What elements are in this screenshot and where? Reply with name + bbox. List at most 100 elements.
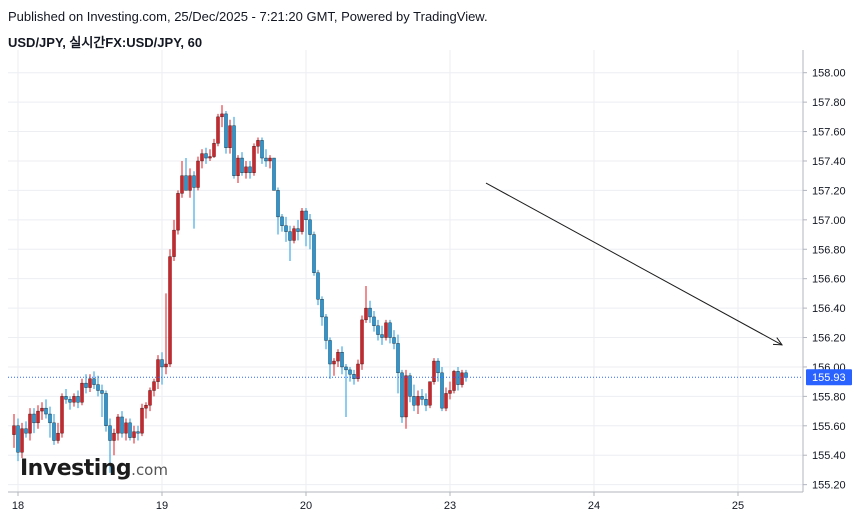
candle-body (160, 359, 164, 368)
candle-body (288, 231, 292, 241)
investing-logo: Investing.com (20, 456, 168, 481)
candle-body (208, 156, 212, 159)
candle-body (28, 413, 32, 434)
candle-body (416, 396, 420, 406)
candle (20, 422, 24, 459)
published-caption: Published on Investing.com, 25/Dec/2025 … (8, 9, 488, 24)
candle-body (144, 405, 148, 409)
candle (312, 231, 316, 276)
candle (364, 286, 368, 323)
candle (80, 378, 84, 406)
candle (108, 418, 112, 473)
y-tick-label: 156.20 (812, 333, 846, 345)
candle-body (440, 372, 444, 409)
candle (248, 160, 252, 179)
candle-body (316, 272, 320, 300)
candle (96, 375, 100, 397)
candle-body (24, 428, 28, 434)
candle (192, 171, 196, 229)
candle-body (240, 157, 244, 173)
candle-body (44, 407, 48, 415)
candle-body (264, 157, 268, 162)
candle-body (244, 166, 248, 173)
candle (144, 402, 148, 419)
candle (444, 387, 448, 412)
candle-body (348, 369, 352, 375)
candle-body (156, 359, 160, 382)
candle-body (364, 307, 368, 321)
candle-body (216, 116, 220, 144)
candle-body (372, 316, 376, 326)
candle (120, 411, 124, 438)
x-tick-label: 19 (156, 500, 168, 512)
candle (400, 369, 404, 423)
y-tick-label: 157.20 (812, 185, 846, 197)
candle (164, 293, 168, 375)
candle (452, 369, 456, 394)
candle-body (168, 256, 172, 365)
candle (388, 319, 392, 344)
candle (296, 219, 300, 241)
candle-body (88, 378, 92, 388)
candle (44, 399, 48, 419)
candle-body (340, 352, 344, 368)
candle-body (84, 382, 88, 388)
candle-body (116, 416, 120, 434)
candle-body (52, 422, 56, 441)
candle (16, 418, 20, 462)
candle-body (452, 371, 456, 391)
candle-body (96, 384, 100, 391)
candle-body (164, 363, 168, 368)
candle (336, 349, 340, 367)
candle (368, 300, 372, 323)
candle (328, 337, 332, 379)
candle (204, 147, 208, 164)
candle-body (252, 146, 256, 173)
candle (340, 346, 344, 375)
candle (376, 319, 380, 341)
candle (40, 402, 44, 420)
candle (208, 149, 212, 161)
candle-body (296, 228, 300, 232)
candle-body (432, 360, 436, 382)
candle-body (388, 322, 392, 338)
candle (360, 315, 364, 370)
candle-body (444, 393, 448, 409)
candle-body (60, 396, 64, 434)
candle-body (224, 113, 228, 148)
candle (416, 390, 420, 415)
candle-body (68, 399, 72, 403)
candle (412, 384, 416, 412)
candle (304, 208, 308, 247)
candle-body (376, 325, 380, 335)
candle-body (308, 219, 312, 235)
candle (292, 225, 296, 244)
candle-body (392, 337, 396, 344)
candle (236, 155, 240, 184)
candle (32, 408, 36, 434)
candle (272, 157, 276, 191)
candle-body (32, 413, 36, 424)
candle-body (64, 396, 68, 400)
candle (140, 403, 144, 437)
candle-body (460, 372, 464, 385)
candle (392, 330, 396, 350)
candle (456, 366, 460, 391)
candle (24, 421, 28, 438)
candle-body (212, 143, 216, 157)
candle-body (408, 375, 412, 397)
candle-body (112, 432, 116, 441)
candle (104, 390, 108, 432)
candle (124, 418, 128, 441)
candle-body (336, 352, 340, 362)
candle (344, 364, 348, 417)
candle (240, 152, 244, 176)
trend-line-layer[interactable] (485, 182, 784, 346)
candle (172, 219, 176, 262)
candle-body (324, 316, 328, 341)
candle-body (180, 175, 184, 194)
candle (424, 393, 428, 412)
candle-body (16, 425, 20, 453)
candle (168, 249, 172, 367)
